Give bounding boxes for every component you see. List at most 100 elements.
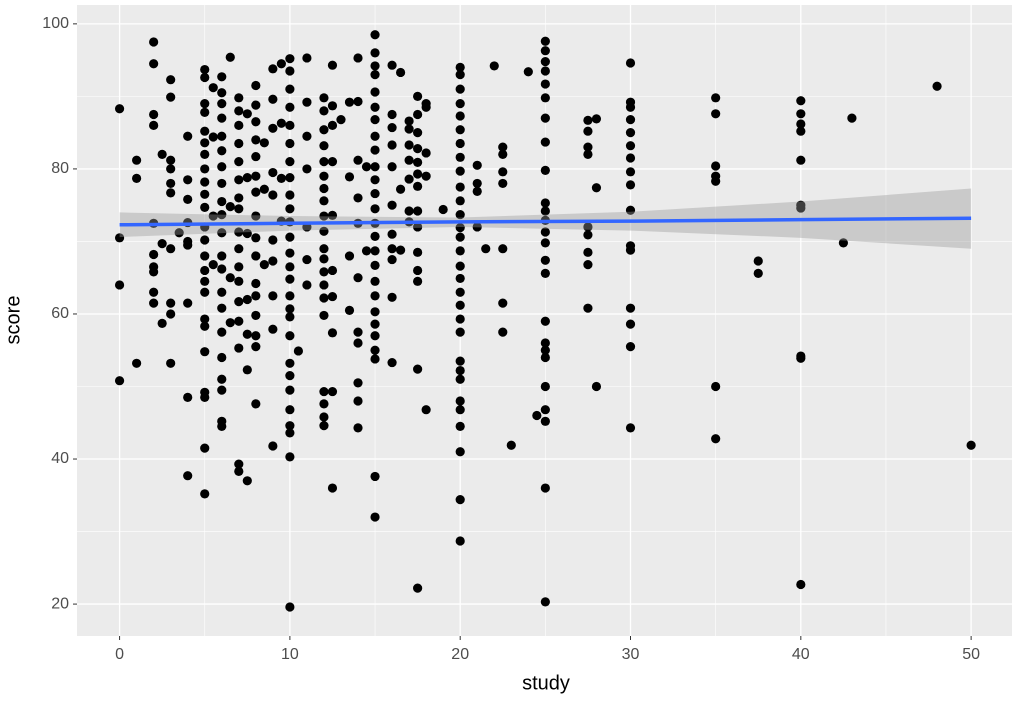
point <box>285 120 295 130</box>
point <box>200 443 210 453</box>
point <box>149 59 159 69</box>
point <box>217 210 227 220</box>
point <box>157 239 167 249</box>
point <box>361 162 372 172</box>
point <box>302 254 312 265</box>
point <box>540 416 550 426</box>
point <box>455 138 465 149</box>
point <box>540 352 550 363</box>
point <box>285 358 295 368</box>
point <box>149 287 159 297</box>
point <box>114 233 125 243</box>
point <box>395 184 406 194</box>
point <box>583 149 593 160</box>
point <box>285 54 295 64</box>
point <box>200 189 210 199</box>
point <box>285 173 295 183</box>
point <box>455 166 465 176</box>
point <box>268 291 278 301</box>
point <box>370 307 380 317</box>
point <box>370 175 380 185</box>
point <box>251 117 261 127</box>
point <box>540 36 550 46</box>
point <box>251 251 261 261</box>
point <box>234 106 244 116</box>
point <box>625 319 636 329</box>
point <box>336 114 346 125</box>
point <box>489 61 499 71</box>
point <box>157 318 167 329</box>
point <box>370 345 380 355</box>
point <box>796 109 806 119</box>
y-axis-title: score <box>2 296 24 345</box>
point <box>217 99 227 109</box>
point <box>540 597 550 607</box>
point <box>455 223 465 233</box>
point <box>796 96 806 106</box>
point <box>200 149 210 160</box>
point <box>242 365 252 375</box>
point <box>932 81 942 91</box>
point <box>285 312 295 322</box>
point <box>838 238 848 248</box>
point <box>540 66 550 76</box>
point <box>217 113 227 123</box>
point <box>200 164 210 174</box>
point <box>268 441 278 451</box>
point <box>268 324 278 334</box>
point <box>200 126 210 136</box>
point <box>319 399 329 409</box>
point <box>234 262 244 272</box>
point <box>200 276 210 286</box>
point <box>370 114 380 125</box>
point <box>370 231 380 241</box>
point <box>353 193 363 203</box>
point <box>319 226 329 236</box>
point <box>625 167 636 177</box>
point <box>455 421 465 431</box>
point <box>114 104 125 114</box>
point <box>225 52 235 62</box>
point <box>498 327 508 337</box>
point <box>413 157 423 167</box>
x-tick-label: 10 <box>281 646 299 663</box>
point <box>498 167 508 177</box>
point <box>540 381 550 392</box>
point <box>132 155 142 165</box>
point <box>847 113 857 123</box>
point <box>285 190 295 200</box>
point <box>149 298 159 308</box>
point <box>234 120 244 130</box>
point <box>149 120 159 130</box>
point <box>327 157 338 167</box>
point <box>200 177 210 187</box>
point <box>387 357 397 368</box>
point <box>132 358 142 368</box>
point <box>404 116 414 126</box>
point <box>455 536 465 546</box>
point <box>208 83 218 93</box>
point <box>796 353 806 363</box>
point <box>200 392 210 402</box>
point <box>540 255 550 265</box>
point <box>225 202 235 212</box>
point <box>319 412 329 422</box>
point <box>344 172 355 182</box>
point <box>711 176 721 186</box>
point <box>268 123 278 133</box>
point <box>387 229 397 239</box>
point <box>319 183 329 194</box>
point <box>319 196 329 206</box>
x-tick-label: 40 <box>792 646 810 663</box>
point <box>540 227 550 237</box>
point <box>285 421 295 431</box>
point <box>796 119 806 129</box>
point <box>370 246 380 256</box>
point <box>498 244 508 254</box>
point <box>591 183 602 193</box>
point <box>498 142 508 152</box>
point <box>370 70 380 80</box>
point <box>455 111 465 121</box>
point <box>217 352 227 363</box>
point <box>353 378 363 388</box>
